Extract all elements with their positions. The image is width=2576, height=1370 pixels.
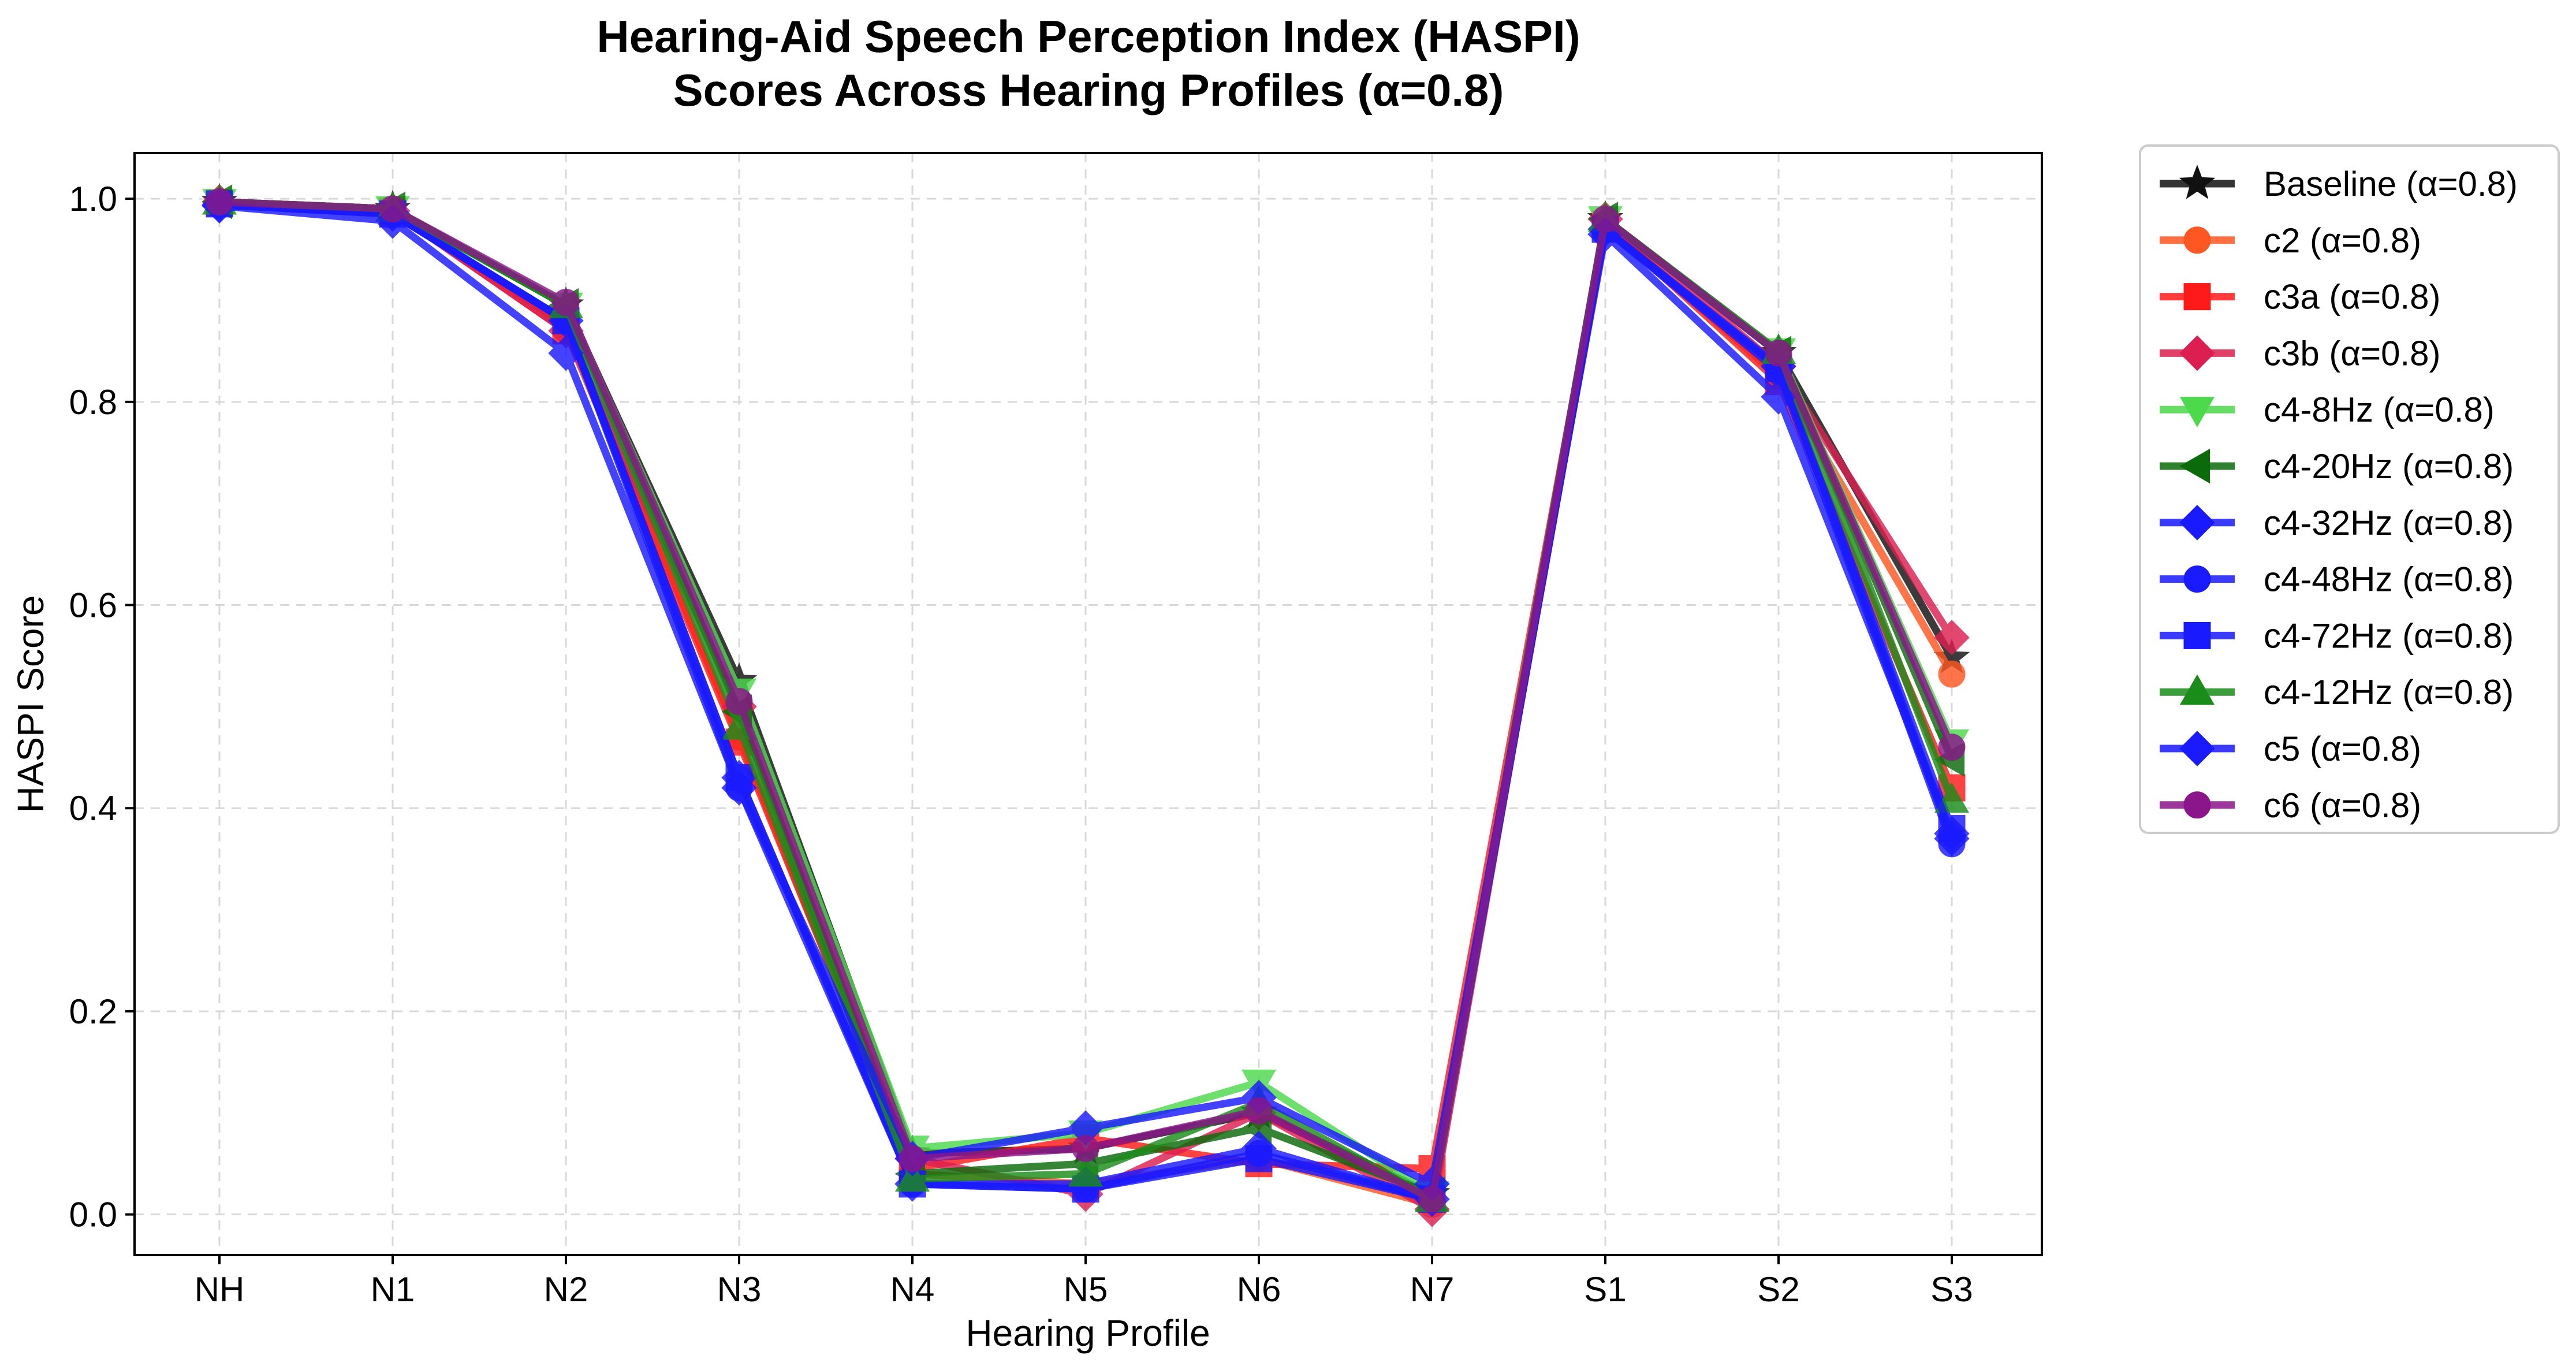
x-tick-label: N7: [1410, 1270, 1455, 1309]
data-point: [1418, 1185, 1446, 1213]
legend-entry: c6 (α=0.8): [2160, 786, 2421, 825]
data-point: [1934, 816, 1970, 851]
x-tick-label: S1: [1584, 1270, 1626, 1309]
legend-label: c4-20Hz (α=0.8): [2264, 447, 2514, 486]
legend-marker: [2183, 791, 2211, 819]
legend-marker: [2179, 731, 2215, 766]
x-tick-label: N3: [717, 1270, 762, 1309]
legend-label: c4-8Hz (α=0.8): [2264, 390, 2495, 429]
data-point: [548, 335, 584, 371]
legend-entry: c5 (α=0.8): [2160, 729, 2421, 768]
x-tick-label: N6: [1237, 1270, 1281, 1309]
legend-entry: c4-12Hz (α=0.8): [2160, 673, 2514, 712]
legend-marker: [2183, 621, 2211, 649]
legend-label: c5 (α=0.8): [2264, 729, 2421, 768]
chart-title: Hearing-Aid Speech Perception Index (HAS…: [597, 11, 1580, 62]
data-point: [894, 1161, 930, 1192]
legend-marker: [2179, 335, 2215, 371]
chart-subtitle: Scores Across Hearing Profiles (α=0.8): [673, 65, 1504, 116]
legend-entry: c3a (α=0.8): [2160, 278, 2441, 317]
legend-label: c6 (α=0.8): [2264, 786, 2421, 825]
data-point: [899, 1145, 926, 1172]
series-lines: [201, 183, 1970, 1227]
data-point: [1068, 1156, 1104, 1187]
data-point: [1072, 1134, 1099, 1162]
data-point: [1934, 620, 1970, 656]
grid-lines: [135, 153, 2042, 1255]
x-tick-label: N1: [371, 1270, 415, 1309]
legend-label: c4-72Hz (α=0.8): [2264, 616, 2514, 655]
legend-label: c4-12Hz (α=0.8): [2264, 673, 2514, 712]
legend-marker: [2179, 165, 2216, 199]
y-tick-label: 0.8: [69, 383, 117, 422]
legend-marker: [2183, 283, 2211, 311]
series-group: [202, 189, 1970, 1212]
legend-entry: c4-32Hz (α=0.8): [2160, 504, 2514, 542]
series-group: [206, 188, 1966, 1213]
legend-frame: [2139, 144, 2560, 834]
data-point: [1761, 379, 1796, 415]
legend-label: c2 (α=0.8): [2264, 221, 2421, 260]
data-point: [721, 770, 757, 806]
legend-entry: Baseline (α=0.8): [2160, 165, 2518, 203]
legend-entry: c3b (α=0.8): [2160, 334, 2441, 373]
y-tick-label: 0.0: [69, 1196, 117, 1234]
data-point: [206, 188, 233, 215]
series-group: [202, 184, 1965, 1212]
legend-label: c3a (α=0.8): [2264, 278, 2441, 317]
data-point: [1938, 660, 1966, 688]
legend-label: c4-32Hz (α=0.8): [2264, 504, 2514, 542]
y-tick-label: 0.4: [69, 789, 117, 828]
x-tick-label: N4: [890, 1270, 935, 1309]
axis-ticks: NH N1 N2 N3 N4 N5 N6 N7 S1 S2 S3 0.0 0.2 0.4 0.6 0.8 1.0: [69, 180, 1973, 1309]
x-tick-label: S2: [1757, 1270, 1799, 1309]
x-tick-label: NH: [195, 1270, 245, 1309]
y-tick-label: 0.6: [69, 586, 117, 625]
legend-marker: [2179, 397, 2215, 427]
legend-marker: [2183, 565, 2211, 593]
legend-entry: c4-8Hz (α=0.8): [2160, 390, 2495, 429]
legend-marker: [2179, 448, 2210, 484]
legend-entry: c4-72Hz (α=0.8): [2160, 616, 2514, 655]
legend-entry: c4-48Hz (α=0.8): [2160, 560, 2514, 599]
x-axis-label: Hearing Profile: [965, 1312, 1210, 1354]
data-point: [1245, 1145, 1273, 1172]
legend-marker: [2183, 226, 2211, 254]
data-point: [1938, 734, 1966, 761]
x-tick-label: N5: [1064, 1270, 1108, 1309]
legend-entry: c2 (α=0.8): [2160, 221, 2421, 260]
y-tick-label: 1.0: [69, 180, 117, 218]
x-tick-label: N2: [544, 1270, 588, 1309]
data-point: [552, 289, 580, 317]
data-point: [1765, 339, 1792, 367]
legend-marker: [2179, 674, 2215, 705]
plot-area-frame: [133, 152, 2043, 1256]
data-point: [725, 688, 753, 716]
legend-entry: c4-20Hz (α=0.8): [2160, 447, 2514, 486]
legend-marker: [2179, 505, 2215, 541]
y-tick-label: 0.2: [69, 992, 117, 1031]
legend-label: c3b (α=0.8): [2264, 334, 2441, 373]
legend-label: Baseline (α=0.8): [2264, 165, 2518, 203]
data-point: [1245, 1097, 1273, 1125]
data-point: [379, 195, 407, 223]
legend: Baseline (α=0.8) c2 (α=0.8) c3a (α=0.8) c3b…: [2139, 144, 2560, 834]
x-tick-label: S3: [1930, 1270, 1973, 1309]
data-point: [1591, 205, 1619, 233]
legend-label: c4-48Hz (α=0.8): [2264, 560, 2514, 599]
y-axis-label: HASPI Score: [10, 595, 51, 813]
